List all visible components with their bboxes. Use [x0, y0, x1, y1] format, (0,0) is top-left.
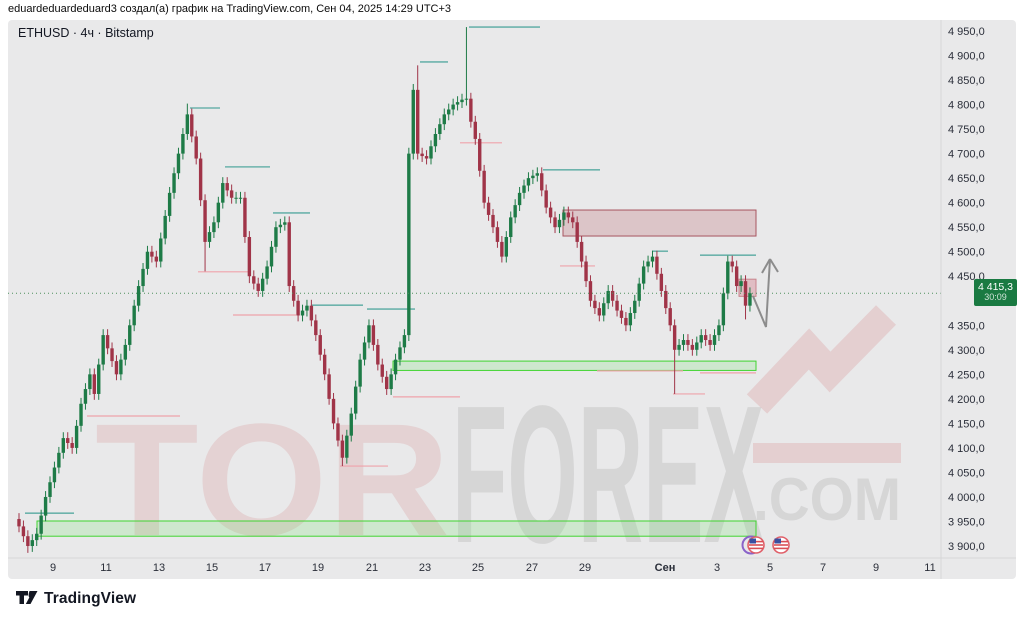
price-tick-label: 4 900,0 [948, 51, 985, 63]
time-tick-label: 11 [924, 562, 935, 574]
price-tick-label: 4 800,0 [948, 100, 985, 112]
attribution-text: eduardeduardeduard3 создал(а) график на … [8, 3, 452, 15]
price-tick-label: 3 950,0 [948, 516, 985, 528]
price-axis[interactable]: 4 950,0 4 900,0 4 850,0 4 800,0 4 750,0 4 700… [948, 26, 985, 553]
time-tick-label: 21 [366, 562, 378, 574]
price-tick-label: 4 050,0 [948, 467, 985, 479]
time-tick-label: 11 [100, 562, 111, 574]
price-tick-label: 4 200,0 [948, 394, 985, 406]
price-tick-label: 4 750,0 [948, 124, 985, 136]
symbol-title[interactable]: ETHUSD · 4ч · Bitstamp [18, 26, 154, 40]
box-zone[interactable] [738, 278, 757, 297]
last-price-badge: 4 415,3 30:09 [974, 279, 1017, 306]
price-tick-label: 4 500,0 [948, 247, 985, 259]
price-tick-label: 4 550,0 [948, 222, 985, 234]
last-price-value: 4 415,3 [977, 280, 1014, 293]
price-tick-label: 4 650,0 [948, 173, 985, 185]
time-tick-label: 3 [714, 562, 720, 574]
price-tick-label: 4 250,0 [948, 369, 985, 381]
svg-text:.COM: .COM [753, 466, 901, 533]
time-tick-label: 23 [419, 562, 431, 574]
us-flag-icon[interactable] [772, 536, 790, 554]
event-flags[interactable] [741, 535, 790, 555]
time-tick-label: 17 [259, 562, 271, 574]
axis-borders [8, 20, 1016, 579]
price-tick-label: 3 900,0 [948, 541, 985, 553]
time-tick-label: 7 [820, 562, 826, 574]
time-axis[interactable]: 9 11 13 15 17 19 21 23 25 27 29 Сен 3 5 7 9 11 [50, 562, 936, 574]
price-tick-label: 4 700,0 [948, 149, 985, 161]
tradingview-logo-text[interactable]: TradingView [44, 589, 137, 607]
time-tick-label: 9 [50, 562, 56, 574]
demand-zone[interactable] [392, 360, 757, 371]
time-tick-label: Сен [655, 562, 676, 574]
watermark: TOR FOREX.COM [95, 305, 901, 584]
svg-text:TOR: TOR [95, 390, 450, 569]
price-tick-label: 4 600,0 [948, 198, 985, 210]
projection-arrow[interactable] [752, 258, 779, 328]
time-tick-label: 9 [873, 562, 879, 574]
time-tick-label: 13 [153, 562, 165, 574]
time-tick-label: 15 [206, 562, 218, 574]
tradingview-logo-icon[interactable] [16, 590, 38, 607]
price-tick-label: 4 850,0 [948, 75, 985, 87]
price-tick-label: 4 350,0 [948, 320, 985, 332]
bar-countdown: 30:09 [984, 292, 1007, 303]
price-tick-label: 4 300,0 [948, 345, 985, 357]
drawing-zones[interactable] [36, 209, 757, 537]
drawing-levels[interactable] [25, 26, 756, 514]
price-tick-label: 4 100,0 [948, 443, 985, 455]
time-tick-label: 19 [312, 562, 324, 574]
time-tick-label: 5 [767, 562, 773, 574]
candles-layer[interactable] [17, 27, 752, 553]
footer-bar: TradingView [0, 579, 1024, 618]
chart-widget [8, 20, 1016, 579]
time-tick-label: 29 [579, 562, 591, 574]
us-flag-icon[interactable] [747, 536, 765, 554]
time-tick-label: 25 [472, 562, 484, 574]
svg-text:FOREX: FOREX [452, 365, 764, 584]
price-tick-label: 4 000,0 [948, 492, 985, 504]
price-tick-label: 4 950,0 [948, 26, 985, 38]
supply-zone[interactable] [562, 209, 757, 237]
price-tick-label: 4 150,0 [948, 418, 985, 430]
demand-zone[interactable] [36, 520, 757, 537]
time-tick-label: 27 [526, 562, 538, 574]
